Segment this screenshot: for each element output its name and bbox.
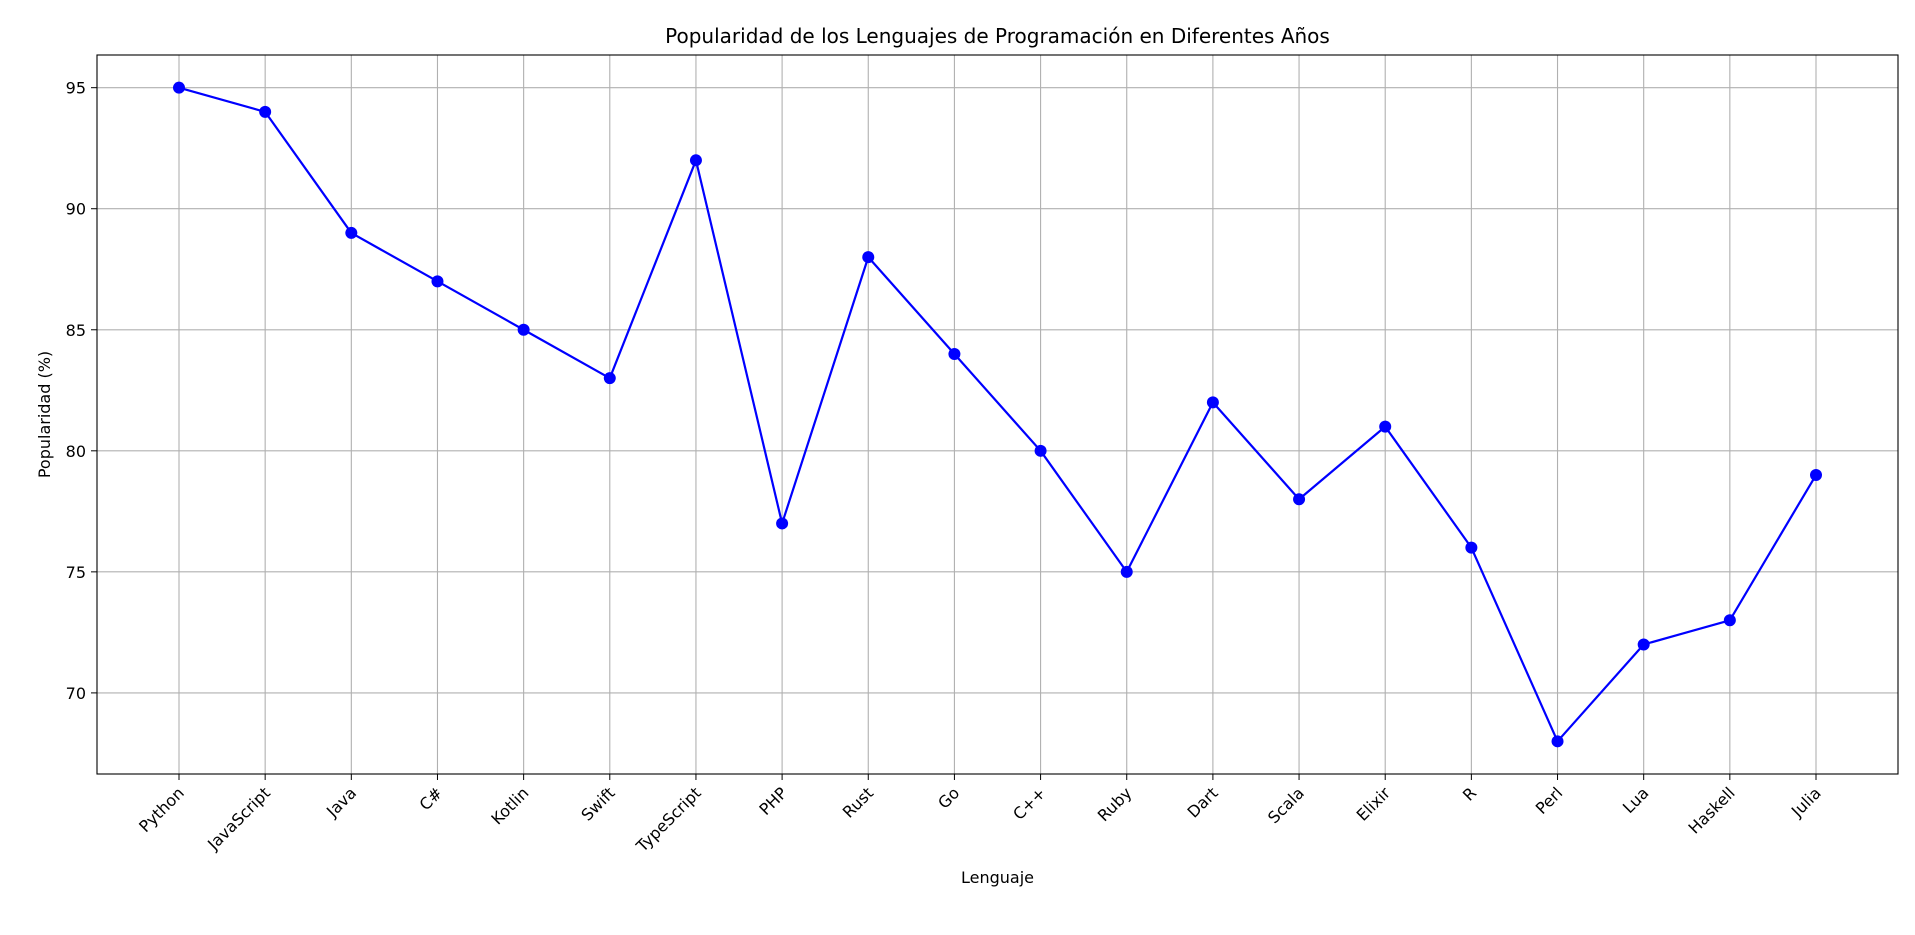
series-line	[178, 86, 1817, 743]
y-axis-label: Popularidad (%)	[35, 351, 54, 478]
data-point	[1810, 469, 1822, 482]
y-tick-label: 85	[66, 321, 86, 340]
x-axis-label: Lenguaje	[961, 868, 1034, 887]
data-point	[948, 347, 961, 360]
data-point	[1206, 396, 1219, 409]
data-point	[603, 372, 616, 385]
data-point	[1034, 444, 1047, 457]
data-point	[862, 251, 875, 264]
y-tick-label: 70	[66, 684, 86, 703]
data-point	[259, 105, 272, 118]
y-tick-label: 95	[66, 79, 86, 98]
data-point	[1293, 493, 1306, 506]
y-tick-label: 75	[66, 563, 86, 582]
data-point	[517, 323, 530, 336]
data-point	[1723, 614, 1736, 627]
data-point	[1465, 541, 1478, 554]
data-point	[1637, 638, 1650, 651]
data-point	[1120, 565, 1133, 578]
axis-ticks	[91, 87, 1817, 780]
y-tick-label: 80	[66, 442, 86, 461]
data-point	[1379, 420, 1392, 433]
data-point	[345, 226, 358, 239]
data-point	[173, 81, 185, 94]
grid-lines	[97, 55, 1898, 774]
y-tick-label: 90	[66, 200, 86, 219]
series-layer	[173, 81, 1822, 748]
data-point	[776, 517, 789, 530]
data-point	[689, 154, 702, 167]
data-point	[1551, 735, 1564, 748]
plot-frame	[96, 54, 1899, 775]
data-point	[431, 275, 444, 288]
chart-title: Popularidad de los Lenguajes de Programa…	[665, 24, 1330, 48]
